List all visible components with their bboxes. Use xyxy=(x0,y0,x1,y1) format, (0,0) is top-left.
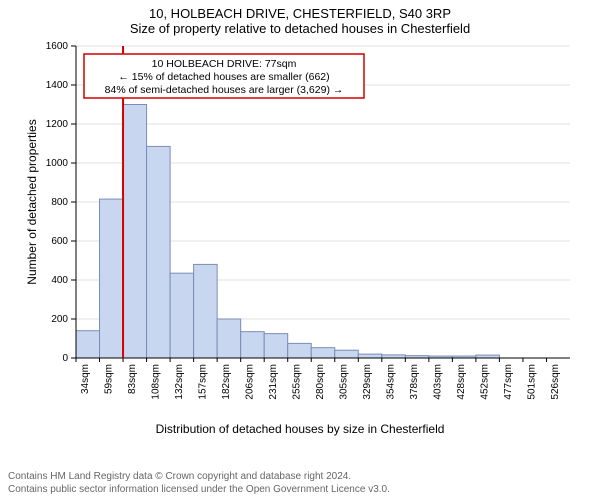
histogram-bar xyxy=(311,348,335,358)
y-tick-label: 200 xyxy=(51,314,68,325)
y-tick-label: 400 xyxy=(51,275,68,286)
annotation-line1: 10 HOLBEACH DRIVE: 77sqm xyxy=(152,58,297,70)
histogram-bar xyxy=(335,350,359,358)
x-tick-label: 403sqm xyxy=(433,364,444,400)
y-tick-label: 0 xyxy=(62,353,68,364)
y-tick-label: 1200 xyxy=(46,119,69,130)
histogram-bar xyxy=(123,105,147,359)
chart-container: 0 200 400 600 800 1000 1200 1400 1600 34sqm 59sqm 8… xyxy=(20,38,580,418)
footer-line1: Contains HM Land Registry data © Crown c… xyxy=(8,471,592,484)
histogram-bar xyxy=(170,273,194,358)
x-tick-label: 34sqm xyxy=(80,364,91,394)
y-tick-label: 600 xyxy=(51,236,68,247)
x-tick-label: 83sqm xyxy=(127,364,138,394)
x-axis-label: Distribution of detached houses by size … xyxy=(0,422,600,436)
x-tick-label: 477sqm xyxy=(503,364,514,400)
x-tick-label: 305sqm xyxy=(339,364,350,400)
y-tick-label: 1400 xyxy=(46,80,69,91)
x-tick-label: 206sqm xyxy=(244,364,255,400)
histogram-bar xyxy=(147,146,171,358)
histogram-bar xyxy=(76,331,100,358)
x-tick-label: 378sqm xyxy=(409,364,420,400)
x-tick-label: 280sqm xyxy=(315,364,326,400)
footer: Contains HM Land Registry data © Crown c… xyxy=(8,471,592,496)
x-tick-label: 329sqm xyxy=(362,364,373,400)
x-tick-label: 132sqm xyxy=(174,364,185,400)
page: 10, HOLBEACH DRIVE, CHESTERFIELD, S40 3R… xyxy=(0,0,600,500)
y-tick-label: 800 xyxy=(51,197,68,208)
x-tick-label: 501sqm xyxy=(527,364,538,400)
y-tick-label: 1000 xyxy=(46,158,69,169)
histogram-chart: 0 200 400 600 800 1000 1200 1400 1600 34sqm 59sqm 8… xyxy=(20,38,580,418)
histogram-bar xyxy=(194,264,218,358)
x-tick-label: 182sqm xyxy=(221,364,232,400)
x-tick-label: 231sqm xyxy=(268,364,279,400)
histogram-bar xyxy=(100,199,124,358)
y-tick-label: 1600 xyxy=(46,41,69,52)
histogram-bar xyxy=(241,332,265,358)
x-tick-label: 157sqm xyxy=(197,364,208,400)
x-tick-label: 526sqm xyxy=(550,364,561,400)
histogram-bar xyxy=(358,354,382,358)
chart-title-line2: Size of property relative to detached ho… xyxy=(0,21,600,38)
annotation-line3: 84% of semi-detached houses are larger (… xyxy=(105,84,344,96)
x-tick-label: 452sqm xyxy=(480,364,491,400)
footer-line2: Contains public sector information licen… xyxy=(8,484,592,497)
x-tick-label: 354sqm xyxy=(386,364,397,400)
histogram-bar xyxy=(217,319,241,358)
histogram-bar xyxy=(288,343,312,358)
y-axis-label: Number of detached properties xyxy=(25,119,39,284)
annotation-line2: ← 15% of detached houses are smaller (66… xyxy=(118,71,329,83)
histogram-bar xyxy=(264,334,288,358)
x-tick-label: 255sqm xyxy=(291,364,302,400)
chart-title-line1: 10, HOLBEACH DRIVE, CHESTERFIELD, S40 3R… xyxy=(0,0,600,21)
x-tick-label: 428sqm xyxy=(456,364,467,400)
x-tick-label: 59sqm xyxy=(103,364,114,394)
x-tick-label: 108sqm xyxy=(150,364,161,400)
